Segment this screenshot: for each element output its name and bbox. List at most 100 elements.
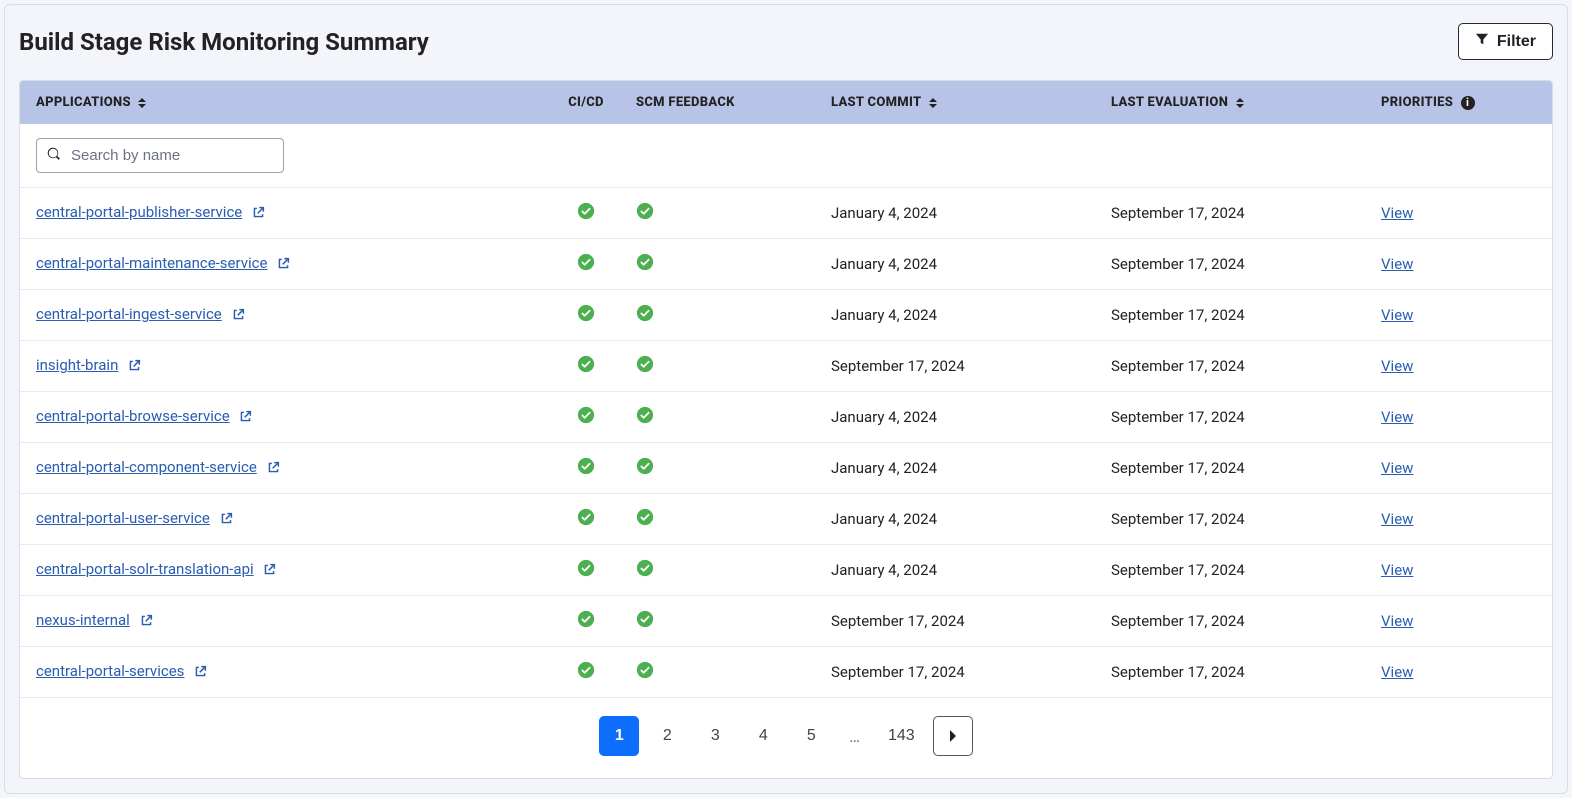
page-title: Build Stage Risk Monitoring Summary	[19, 28, 429, 56]
page-button[interactable]: 1	[599, 716, 639, 756]
page-button[interactable]: 5	[791, 716, 831, 756]
col-header-last-commit[interactable]: LAST COMMIT	[831, 95, 1111, 110]
search-icon	[47, 146, 69, 165]
external-link-icon[interactable]	[263, 562, 276, 580]
application-link[interactable]: insight-brain	[36, 356, 118, 374]
col-header-last-evaluation[interactable]: LAST EVALUATION	[1111, 95, 1381, 110]
view-link[interactable]: View	[1381, 510, 1413, 528]
sort-icon	[1236, 98, 1244, 108]
cicd-status-icon	[577, 202, 595, 220]
cicd-status-icon	[577, 610, 595, 628]
external-link-icon[interactable]	[128, 358, 141, 376]
table-row: central-portal-browse-service January 4,…	[20, 392, 1552, 443]
external-link-icon[interactable]	[239, 409, 252, 427]
external-link-icon[interactable]	[252, 205, 265, 223]
scm-status-icon	[636, 406, 654, 424]
view-link[interactable]: View	[1381, 459, 1413, 477]
table-row: insight-brain September 17, 2024 Septemb…	[20, 341, 1552, 392]
page-button[interactable]: 3	[695, 716, 735, 756]
view-link[interactable]: View	[1381, 357, 1413, 375]
scm-status-icon	[636, 610, 654, 628]
col-header-scm: SCM FEEDBACK	[636, 95, 831, 110]
external-link-icon[interactable]	[232, 307, 245, 325]
view-link[interactable]: View	[1381, 255, 1413, 273]
last-evaluation-date: September 17, 2024	[1111, 663, 1245, 681]
header-row: Build Stage Risk Monitoring Summary Filt…	[5, 5, 1567, 60]
page-button[interactable]: 4	[743, 716, 783, 756]
application-link[interactable]: central-portal-component-service	[36, 458, 257, 476]
last-evaluation-date: September 17, 2024	[1111, 357, 1245, 375]
table-header: APPLICATIONS CI/CD SCM FEEDBACK LAST COM…	[20, 81, 1552, 124]
scm-status-icon	[636, 508, 654, 526]
col-header-priorities: PRIORITIES i	[1381, 95, 1536, 110]
table-body: central-portal-publisher-service January…	[20, 188, 1552, 698]
pagination: 12345 … 143	[20, 698, 1552, 778]
cicd-status-icon	[577, 406, 595, 424]
table-row: nexus-internal September 17, 2024 Septem…	[20, 596, 1552, 647]
view-link[interactable]: View	[1381, 612, 1413, 630]
pagination-ellipsis: …	[839, 727, 870, 746]
application-link[interactable]: central-portal-user-service	[36, 509, 210, 527]
external-link-icon[interactable]	[267, 460, 280, 478]
application-link[interactable]: central-portal-services	[36, 662, 184, 680]
page-button[interactable]: 2	[647, 716, 687, 756]
last-commit-date: September 17, 2024	[831, 663, 965, 681]
application-link[interactable]: central-portal-browse-service	[36, 407, 230, 425]
scm-status-icon	[636, 355, 654, 373]
external-link-icon[interactable]	[220, 511, 233, 529]
cicd-status-icon	[577, 457, 595, 475]
search-row	[20, 124, 1552, 188]
external-link-icon[interactable]	[140, 613, 153, 631]
table-row: central-portal-ingest-service January 4,…	[20, 290, 1552, 341]
view-link[interactable]: View	[1381, 204, 1413, 222]
external-link-icon[interactable]	[277, 256, 290, 274]
scm-status-icon	[636, 559, 654, 577]
filter-icon	[1475, 32, 1489, 51]
table-row: central-portal-maintenance-service Janua…	[20, 239, 1552, 290]
cicd-status-icon	[577, 661, 595, 679]
scm-status-icon	[636, 202, 654, 220]
panel: Build Stage Risk Monitoring Summary Filt…	[4, 4, 1568, 794]
filter-button[interactable]: Filter	[1458, 23, 1553, 60]
last-evaluation-date: September 17, 2024	[1111, 204, 1245, 222]
scm-status-icon	[636, 253, 654, 271]
page-button-last[interactable]: 143	[878, 716, 925, 756]
last-commit-date: September 17, 2024	[831, 612, 965, 630]
application-link[interactable]: central-portal-publisher-service	[36, 203, 242, 221]
table-row: central-portal-publisher-service January…	[20, 188, 1552, 239]
last-evaluation-date: September 17, 2024	[1111, 255, 1245, 273]
view-link[interactable]: View	[1381, 663, 1413, 681]
search-box[interactable]	[36, 138, 284, 173]
cicd-status-icon	[577, 355, 595, 373]
sort-icon	[138, 98, 146, 108]
last-commit-date: January 4, 2024	[831, 306, 937, 324]
external-link-icon[interactable]	[194, 664, 207, 682]
last-evaluation-date: September 17, 2024	[1111, 612, 1245, 630]
search-input[interactable]	[69, 146, 273, 165]
cicd-status-icon	[577, 304, 595, 322]
view-link[interactable]: View	[1381, 561, 1413, 579]
sort-icon	[929, 98, 937, 108]
table-row: central-portal-services September 17, 20…	[20, 647, 1552, 698]
col-header-applications[interactable]: APPLICATIONS	[36, 95, 536, 110]
table-row: central-portal-component-service January…	[20, 443, 1552, 494]
application-link[interactable]: central-portal-solr-translation-api	[36, 560, 254, 578]
scm-status-icon	[636, 661, 654, 679]
col-header-cicd: CI/CD	[536, 95, 636, 110]
last-evaluation-date: September 17, 2024	[1111, 408, 1245, 426]
last-commit-date: January 4, 2024	[831, 408, 937, 426]
scm-status-icon	[636, 457, 654, 475]
application-link[interactable]: central-portal-maintenance-service	[36, 254, 267, 272]
last-evaluation-date: September 17, 2024	[1111, 561, 1245, 579]
view-link[interactable]: View	[1381, 408, 1413, 426]
application-link[interactable]: nexus-internal	[36, 611, 130, 629]
last-commit-date: January 4, 2024	[831, 255, 937, 273]
last-evaluation-date: September 17, 2024	[1111, 459, 1245, 477]
application-link[interactable]: central-portal-ingest-service	[36, 305, 222, 323]
last-evaluation-date: September 17, 2024	[1111, 510, 1245, 528]
info-icon[interactable]: i	[1461, 96, 1475, 110]
view-link[interactable]: View	[1381, 306, 1413, 324]
filter-label: Filter	[1497, 33, 1536, 51]
page-next-button[interactable]	[933, 716, 973, 756]
last-commit-date: January 4, 2024	[831, 459, 937, 477]
